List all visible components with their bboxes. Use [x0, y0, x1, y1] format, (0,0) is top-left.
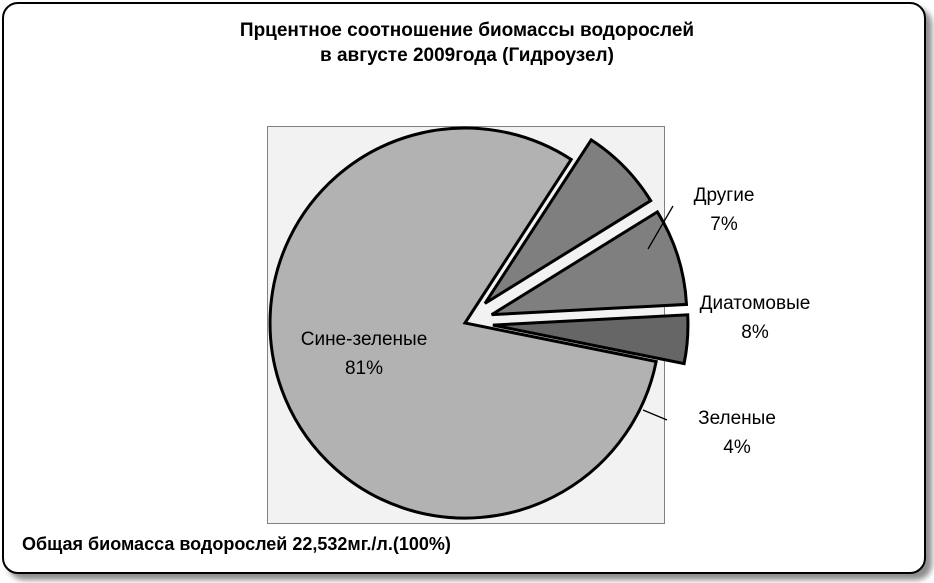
chart-title-line-2: в августе 2009года (Гидроузел): [320, 45, 614, 66]
slice-label-value-сине-зеленые: 81%: [345, 358, 383, 379]
pie-slice-сине-зеленые: [268, 126, 658, 520]
slice-label-name-сине-зеленые: Сине-зеленые: [301, 329, 428, 350]
slice-label-value-диатомовые: 8%: [741, 322, 769, 343]
slice-label-name-другие: Другие: [694, 185, 755, 206]
chart-title-line-1: Прцентное соотношение биомассы водоросле…: [239, 20, 695, 41]
leader-line-другие: [647, 205, 674, 250]
leader-lines: [642, 205, 674, 421]
total-biomass-note: Общая биомасса водорослей 22,532мг./л.(1…: [22, 534, 451, 554]
data-labels: Сине-зеленые 81% Зеленые 4% Диатомовые 8% Друг…: [301, 185, 811, 458]
slice-label-name-зеленые: Зеленые: [698, 408, 776, 429]
pie-slices: [268, 126, 690, 520]
pie-slice-диатомовые: [490, 209, 689, 317]
leader-line-зеленые: [642, 409, 668, 421]
slice-label-value-зеленые: 4%: [723, 437, 751, 458]
slice-label-value-другие: 7%: [710, 214, 738, 235]
pie-slice-зеленые: [492, 313, 690, 366]
slice-label-name-диатомовые: Диатомовые: [700, 293, 811, 314]
pie-slice-другие: [483, 137, 653, 305]
chart-title: Прцентное соотношение биомассы водоросле…: [0, 18, 934, 68]
